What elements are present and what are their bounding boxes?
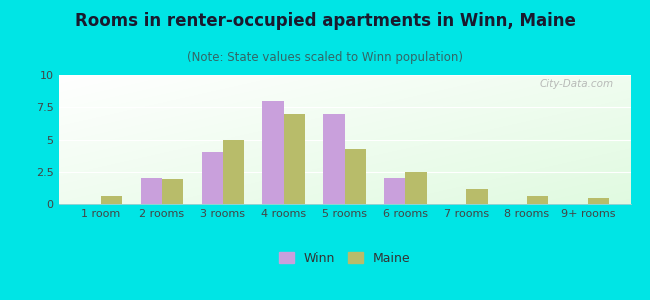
Bar	[263, 101, 283, 204]
Bar	[101, 196, 122, 204]
Bar	[384, 178, 406, 204]
Bar	[283, 114, 305, 204]
Bar	[223, 140, 244, 204]
Bar	[527, 196, 549, 204]
Text: (Note: State values scaled to Winn population): (Note: State values scaled to Winn popul…	[187, 51, 463, 64]
Bar	[588, 197, 609, 204]
Bar	[406, 172, 426, 204]
Text: City-Data.com: City-Data.com	[540, 79, 614, 89]
Bar	[323, 114, 345, 204]
Text: Rooms in renter-occupied apartments in Winn, Maine: Rooms in renter-occupied apartments in W…	[75, 12, 575, 30]
Bar	[466, 188, 488, 204]
Bar	[202, 152, 223, 204]
Legend: Winn, Maine: Winn, Maine	[279, 252, 410, 265]
Bar	[140, 178, 162, 204]
Bar	[344, 148, 366, 204]
Bar	[162, 179, 183, 204]
